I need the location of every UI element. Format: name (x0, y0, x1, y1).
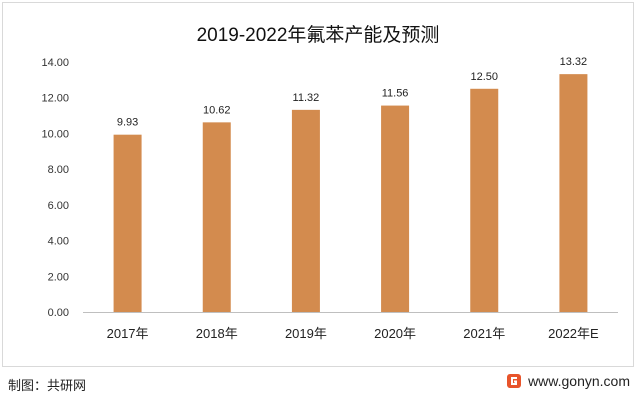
bar-value-label: 12.50 (470, 71, 498, 83)
x-axis-labels: 2017年 2018年 2019年 2020年 2021年 2022年E (107, 326, 599, 341)
y-axis-ticks: 0.00 2.00 4.00 6.00 8.00 10.00 12.00 14.00 (41, 57, 69, 319)
bar-value-label: 11.32 (293, 92, 320, 104)
bar (559, 74, 588, 313)
bar (113, 134, 142, 312)
bar (202, 122, 231, 312)
value-labels: 9.93 10.62 11.32 11.56 12.50 13.32 (117, 56, 587, 129)
bar-value-label: 11.56 (382, 88, 409, 100)
website-credit[interactable]: www.gonyn.com (506, 373, 630, 389)
x-tick-label: 2020年 (374, 326, 416, 341)
bar-value-label: 9.93 (117, 117, 138, 129)
bar-chart: 2019-2022年氟苯产能及预测 0.00 2.00 4.00 6.00 8.00 10… (41, 24, 618, 341)
y-tick-label: 12.00 (41, 93, 69, 105)
y-tick-label: 8.00 (48, 164, 69, 176)
y-tick-label: 10.00 (41, 128, 69, 140)
y-tick-label: 4.00 (48, 236, 69, 248)
y-tick-label: 0.00 (48, 307, 69, 319)
bar-value-label: 10.62 (203, 104, 231, 116)
gonyn-logo-icon (507, 374, 522, 388)
x-tick-label: 2018年 (196, 326, 238, 341)
bar (381, 105, 410, 312)
y-tick-label: 14.00 (41, 57, 69, 69)
bar (291, 109, 320, 312)
chart-frame: 2019-2022年氟苯产能及预测 0.00 2.00 4.00 6.00 8.00 10… (2, 2, 634, 367)
bars (113, 74, 588, 313)
source-note: 制图：共研网 (8, 378, 87, 393)
bar (470, 88, 499, 313)
x-tick-label: 2021年 (463, 326, 505, 341)
chart-title: 2019-2022年氟苯产能及预测 (197, 24, 440, 46)
y-tick-label: 2.00 (48, 271, 69, 283)
x-tick-label: 2019年 (285, 326, 327, 341)
bar-value-label: 13.32 (560, 56, 588, 68)
x-tick-label: 2022年E (548, 326, 599, 341)
y-tick-label: 6.00 (48, 200, 69, 212)
website-url[interactable]: www.gonyn.com (528, 373, 630, 389)
x-tick-label: 2017年 (107, 326, 149, 341)
